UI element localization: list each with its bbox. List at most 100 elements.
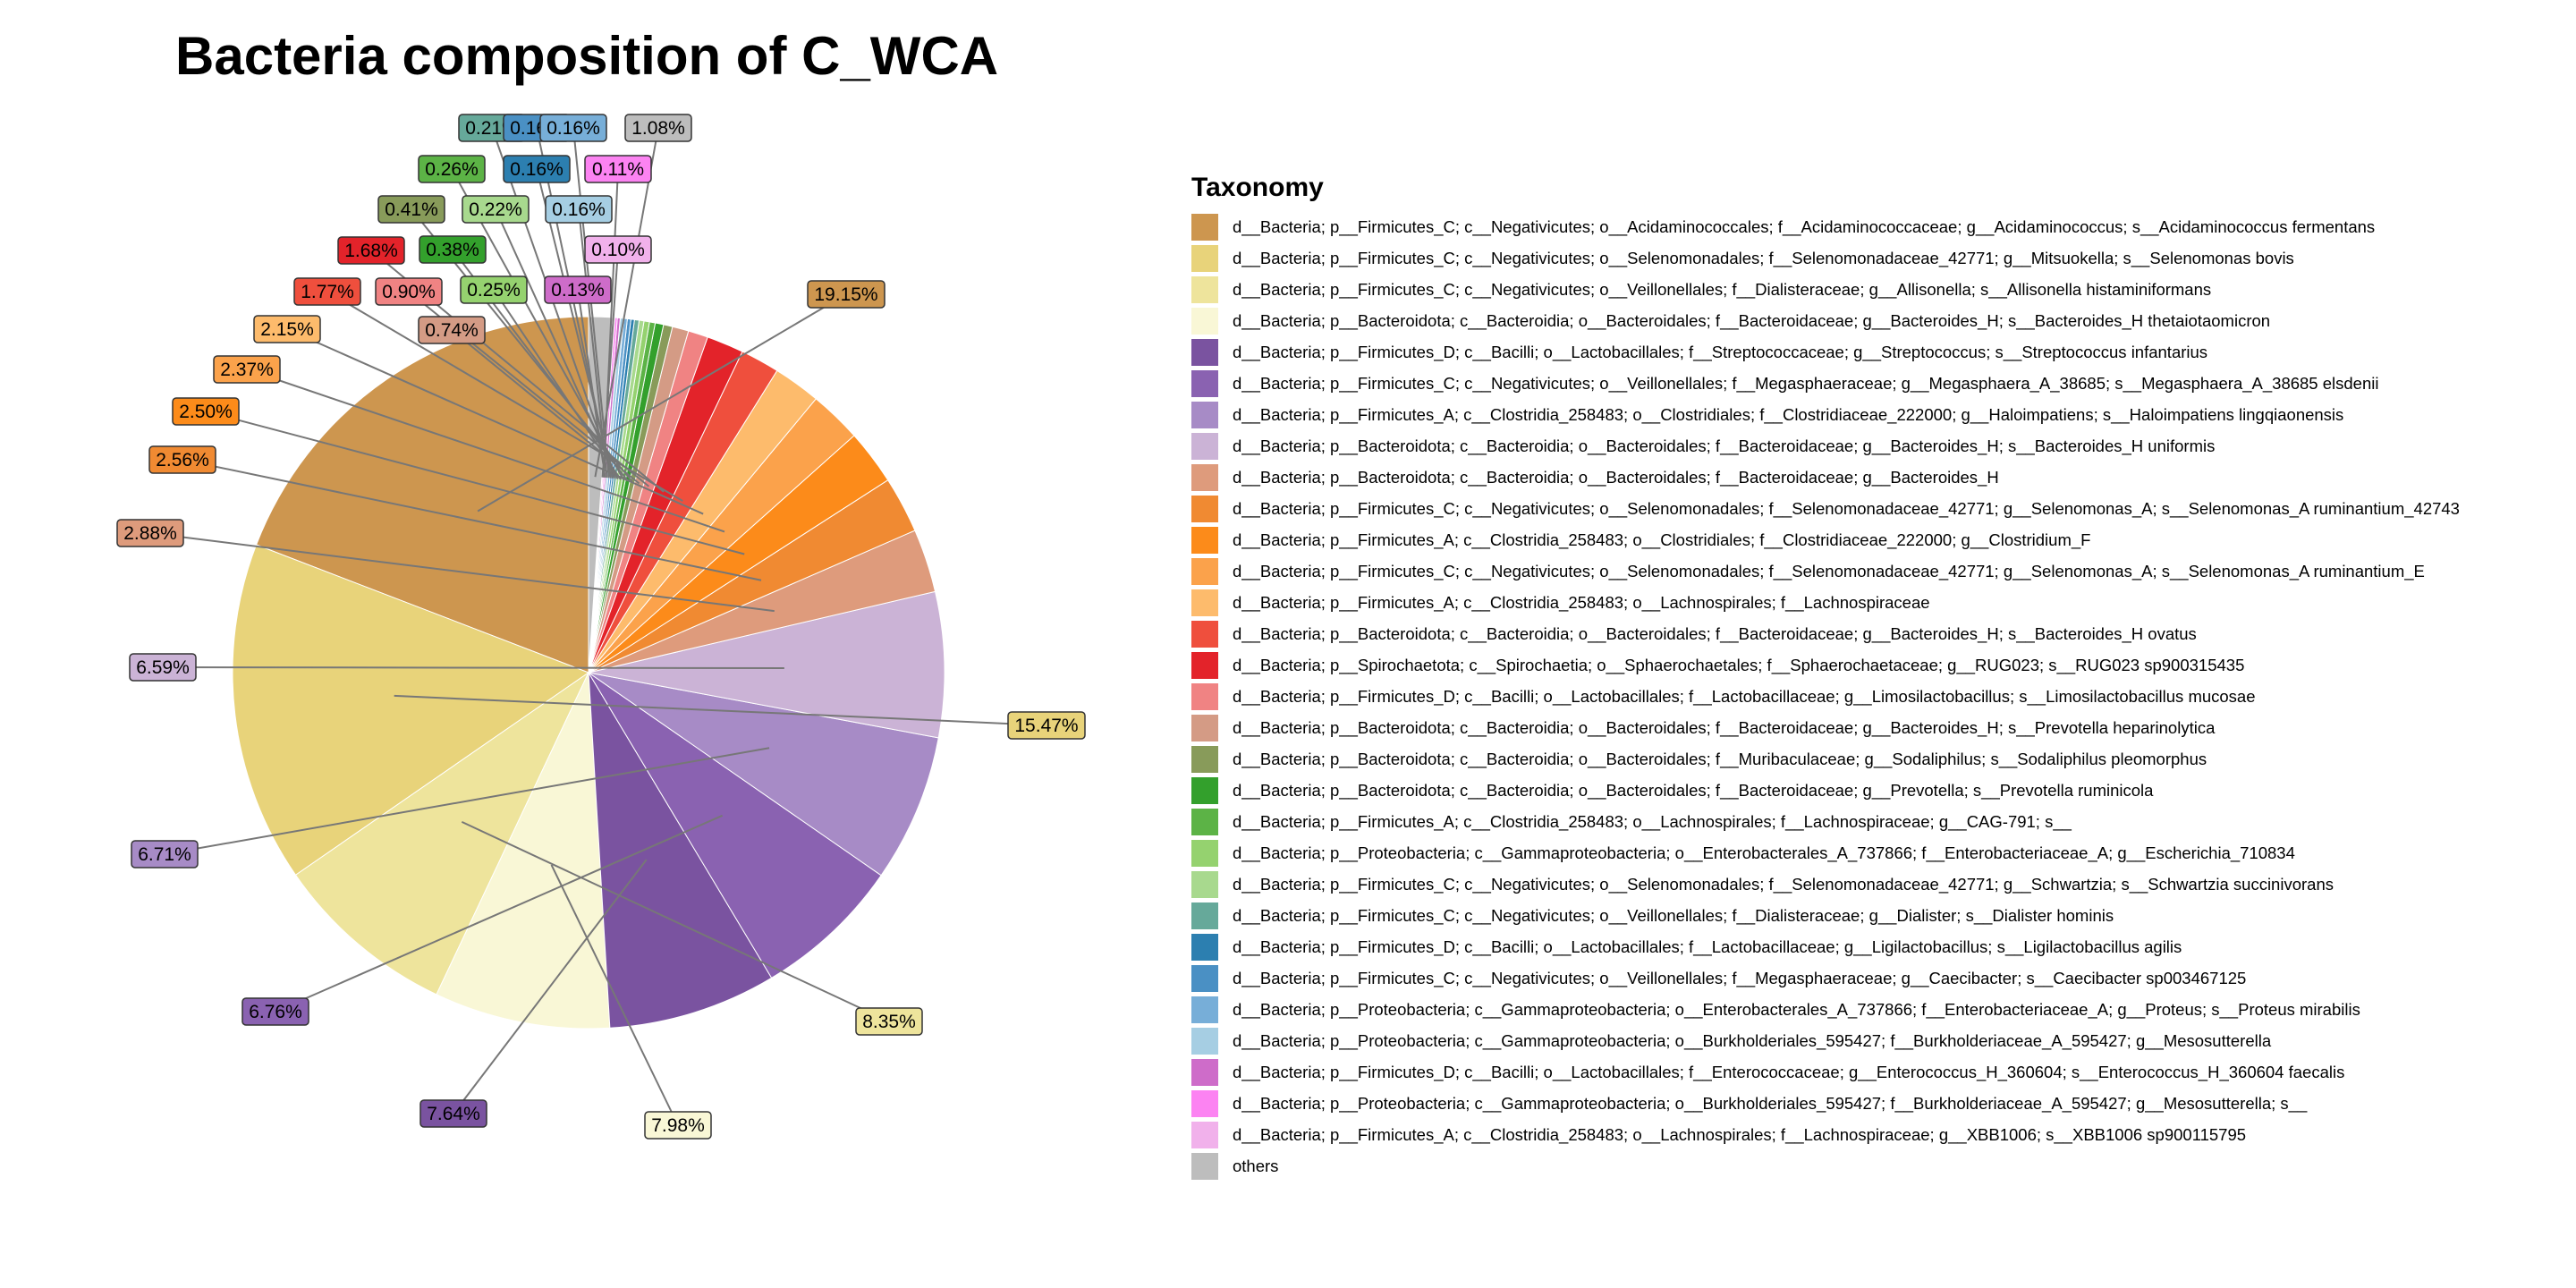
slice-label-text: 2.15%: [260, 319, 314, 340]
slice-label-text: 7.98%: [651, 1115, 705, 1136]
leader-line: [594, 127, 659, 478]
legend-swatch: [1191, 808, 1218, 835]
slice-label-text: 1.68%: [344, 241, 398, 261]
legend-item: d__Bacteria; p__Firmicutes_A; c__Clostri…: [1191, 1119, 2460, 1150]
legend-item: d__Bacteria; p__Firmicutes_D; c__Bacilli…: [1191, 336, 2460, 368]
legend-label: d__Bacteria; p__Firmicutes_C; c__Negativ…: [1233, 905, 2114, 925]
slice-label-box: [584, 235, 652, 264]
slice-label: 1.68%: [337, 236, 405, 265]
slice-label-box: [377, 195, 445, 224]
leader-line: [182, 459, 762, 581]
legend-item: d__Bacteria; p__Firmicutes_A; c__Clostri…: [1191, 399, 2460, 430]
legend-item: d__Bacteria; p__Proteobacteria; c__Gamma…: [1191, 1025, 2460, 1056]
legend-items: d__Bacteria; p__Firmicutes_C; c__Negativ…: [1191, 211, 2460, 1182]
legend-swatch: [1191, 338, 1218, 366]
legend-label: d__Bacteria; p__Firmicutes_C; c__Negativ…: [1233, 279, 2212, 299]
leader-line: [275, 814, 724, 1013]
legend-swatch: [1191, 526, 1218, 554]
legend-label: d__Bacteria; p__Proteobacteria; c__Gamma…: [1233, 999, 2360, 1019]
legend-swatch: [1191, 1121, 1218, 1148]
legend-swatch: [1191, 1089, 1218, 1117]
legend-item: d__Bacteria; p__Bacteroidota; c__Bactero…: [1191, 743, 2460, 775]
slice-label-text: 0.90%: [382, 282, 436, 302]
pie-slice: [588, 672, 939, 877]
leader-line: [205, 411, 745, 555]
leader-line: [495, 208, 619, 479]
legend-label: d__Bacteria; p__Bacteroidota; c__Bactero…: [1233, 467, 1999, 487]
legend-item: d__Bacteria; p__Firmicutes_A; c__Clostri…: [1191, 806, 2460, 837]
legend-item: d__Bacteria; p__Proteobacteria; c__Gamma…: [1191, 1088, 2460, 1119]
slice-label-box: [545, 195, 613, 224]
slice-label-text: 7.64%: [427, 1104, 480, 1124]
legend-title: Taxonomy: [1191, 173, 1324, 202]
legend-item: d__Bacteria; p__Proteobacteria; c__Gamma…: [1191, 837, 2460, 869]
slice-label: 0.26%: [418, 155, 486, 183]
legend-label: d__Bacteria; p__Firmicutes_C; c__Negativ…: [1233, 216, 2376, 236]
legend-item: d__Bacteria; p__Spirochaetota; c__Spiroc…: [1191, 649, 2460, 681]
legend-item: d__Bacteria; p__Firmicutes_C; c__Negativ…: [1191, 274, 2460, 305]
legend-swatch: [1191, 1152, 1218, 1180]
slice-label-text: 2.37%: [220, 360, 274, 380]
slice-label-text: 0.16%: [510, 159, 564, 180]
legend-label: d__Bacteria; p__Firmicutes_D; c__Bacilli…: [1233, 1062, 2345, 1081]
slice-label-text: 0.11%: [592, 159, 644, 180]
legend-swatch: [1191, 401, 1218, 428]
legend-swatch: [1191, 996, 1218, 1023]
slice-label-box: [460, 275, 528, 304]
legend-label: d__Bacteria; p__Proteobacteria; c__Gamma…: [1233, 843, 2295, 862]
slice-label: 0.38%: [419, 235, 487, 264]
slice-label-text: 0.25%: [467, 280, 521, 301]
legend-item: d__Bacteria; p__Bacteroidota; c__Bactero…: [1191, 305, 2460, 336]
slice-label-text: 19.15%: [814, 284, 877, 305]
legend-swatch: [1191, 964, 1218, 992]
slice-label-text: 0.26%: [425, 159, 479, 180]
slice-label: 0.22%: [462, 195, 530, 224]
legend: Taxonomy d__Bacteria; p__Firmicutes_C; c…: [1191, 172, 2460, 1182]
slice-label: 8.35%: [855, 1007, 923, 1036]
pie-slices: [232, 316, 945, 1030]
pie-chart: 19.15% 15.47% 8.35% 7.98% 7.64% 6.76% 6.71% 6.5…: [116, 114, 1086, 1140]
legend-swatch: [1191, 495, 1218, 522]
slice-label-box: [539, 114, 607, 142]
legend-item: d__Bacteria; p__Firmicutes_D; c__Bacilli…: [1191, 1056, 2460, 1088]
slice-label: 1.77%: [293, 277, 361, 306]
slice-label-box: [503, 155, 571, 183]
legend-swatch: [1191, 307, 1218, 335]
slice-label-text: 0.16%: [552, 199, 606, 220]
slice-label-box: [213, 355, 281, 384]
slice-label: 2.50%: [172, 397, 240, 426]
legend-label: d__Bacteria; p__Firmicutes_A; c__Clostri…: [1233, 1124, 2247, 1144]
pie-slice: [588, 590, 945, 739]
slice-label-text: 0.13%: [551, 280, 605, 301]
legend-label: d__Bacteria; p__Firmicutes_D; c__Bacilli…: [1233, 686, 2256, 706]
legend-item: d__Bacteria; p__Firmicutes_C; c__Negativ…: [1191, 242, 2460, 274]
slice-label-box: [624, 114, 692, 142]
slice-label-text: 1.77%: [301, 282, 354, 302]
slice-label: 19.15%: [807, 280, 886, 309]
legend-label: d__Bacteria; p__Bacteroidota; c__Bactero…: [1233, 717, 2216, 737]
legend-swatch: [1191, 839, 1218, 867]
legend-swatch: [1191, 463, 1218, 491]
legend-swatch: [1191, 682, 1218, 710]
pie-slice: [232, 544, 590, 876]
legend-item: d__Bacteria; p__Firmicutes_C; c__Negativ…: [1191, 493, 2460, 524]
slice-label-box: [116, 519, 184, 547]
legend-swatch: [1191, 651, 1218, 679]
slice-label-box: [544, 275, 612, 304]
legend-label: d__Bacteria; p__Bacteroidota; c__Bactero…: [1233, 780, 2154, 800]
slice-label-box: [242, 997, 309, 1026]
pie-slice: [588, 672, 882, 979]
legend-label: d__Bacteria; p__Firmicutes_A; c__Clostri…: [1233, 404, 2344, 424]
legend-label: d__Bacteria; p__Firmicutes_C; c__Negativ…: [1233, 874, 2334, 894]
slice-label-text: 6.71%: [138, 844, 191, 865]
slice-label-text: 2.88%: [123, 523, 177, 544]
legend-item: d__Bacteria; p__Firmicutes_C; c__Negativ…: [1191, 368, 2460, 399]
legend-label: d__Bacteria; p__Proteobacteria; c__Gamma…: [1233, 1030, 2272, 1050]
slice-label: 2.37%: [213, 355, 281, 384]
slice-label-text: 0.22%: [469, 199, 522, 220]
slice-label-text: 0.16%: [547, 118, 600, 139]
slice-label-box: [375, 277, 443, 306]
legend-item: d__Bacteria; p__Firmicutes_A; c__Clostri…: [1191, 587, 2460, 618]
legend-swatch: [1191, 776, 1218, 804]
legend-label: d__Bacteria; p__Bacteroidota; c__Bactero…: [1233, 623, 2197, 643]
